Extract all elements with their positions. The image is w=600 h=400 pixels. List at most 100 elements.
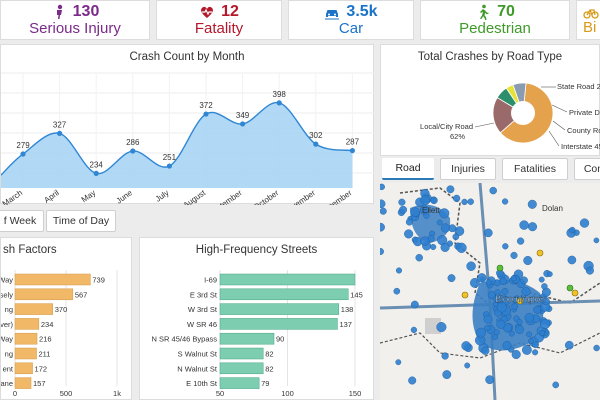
crash-dot (405, 218, 413, 226)
kpi-serious-injury[interactable]: 130 Serious Injury (0, 0, 150, 40)
bicycle-crash-dot (536, 249, 544, 257)
kpi-label: Car (338, 19, 364, 37)
crash-dot (395, 359, 402, 366)
tab-conditions[interactable]: Condit (574, 158, 600, 180)
crash-dot (461, 198, 468, 206)
crash-by-month-panel: Crash Count by Month 279 March 327 April 234… (0, 44, 375, 205)
map-place-label: Dolan (542, 204, 563, 213)
bar-value-label: 137 (339, 320, 352, 329)
crash-dot (579, 218, 590, 228)
bar (219, 332, 275, 345)
crash-factors-chart: 0 500 1k 739 Way 567 sely 370 ng 234 ver) 216 Way 211… (1, 270, 121, 398)
month-tick-label: October (252, 188, 281, 205)
crash-dot (436, 322, 447, 333)
data-point (57, 130, 63, 136)
day-of-week-button[interactable]: f Week (0, 210, 44, 232)
road-type-pie: State Road 2(Private D County Ro Interstat… (420, 82, 600, 151)
tab-road[interactable]: Road (382, 158, 434, 180)
bicycle-crash-dot (516, 297, 524, 305)
bar-category-label: ng (5, 350, 13, 359)
bar-category-label: E 3rd St (190, 290, 218, 299)
kpi-bicycle[interactable]: Bi (576, 0, 600, 40)
label-interstate: Interstate 45 (561, 142, 600, 151)
map-parcel (425, 318, 441, 334)
crash-dot (541, 283, 548, 290)
crash-dot (452, 194, 461, 203)
crash-dot (483, 314, 493, 324)
crash-dot (516, 237, 525, 245)
crash-by-month-chart: 279 March 327 April 234 May 286 June 251 July 372 A… (1, 72, 375, 205)
map-tab-bar: Road Injuries Fatalities Condit (382, 158, 600, 180)
crash-dot (423, 212, 430, 219)
bar-category-label: ane (1, 379, 13, 388)
crash-dot (380, 222, 385, 232)
crash-dot (547, 271, 553, 277)
crash-dot (499, 277, 507, 285)
bar (14, 303, 53, 315)
crash-dot (485, 279, 492, 286)
leader-line (551, 104, 568, 113)
crash-dot (501, 198, 509, 205)
bar-value-label: 211 (39, 350, 51, 359)
bicycle-crash-dot (461, 291, 469, 299)
crash-dot (380, 207, 387, 215)
crash-map[interactable]: Bloomington Ellett Dolan (380, 183, 600, 400)
crash-dot (467, 198, 474, 205)
tab-injuries[interactable]: Injuries (440, 158, 496, 180)
bar-category-label: W 3rd St (188, 305, 218, 314)
crash-dot (485, 375, 495, 385)
bar-value-label: 79 (261, 379, 269, 388)
crash-dot (508, 330, 515, 337)
crash-dot (527, 199, 537, 209)
crash-dot (410, 300, 419, 309)
data-label: 372 (199, 101, 213, 110)
crash-dot (502, 243, 509, 250)
crash-dot (454, 226, 465, 236)
month-tick-label: November (282, 188, 318, 205)
crash-dot (452, 233, 460, 241)
leader-line (474, 122, 495, 128)
crash-dot (481, 346, 490, 355)
crash-dot (380, 183, 385, 191)
x-tick-label: 1k (113, 389, 121, 398)
bar (14, 288, 74, 301)
kpi-value: 3.5k (346, 2, 378, 20)
bar (14, 318, 40, 330)
tab-fatalities[interactable]: Fatalities (502, 158, 568, 180)
bar-category-label: sely (1, 290, 13, 299)
bar-value-label: 138 (341, 305, 354, 314)
kpi-car[interactable]: 3.5k Car (288, 0, 414, 40)
crash-factors-title: sh Factors (3, 244, 57, 256)
bar-category-label: Way (1, 335, 13, 344)
crash-dot (430, 196, 438, 205)
data-point (203, 111, 209, 117)
pedestrian-crash-dot (496, 264, 504, 272)
kpi-pedestrian[interactable]: 70 Pedestrian (420, 0, 570, 40)
kpi-label: Bi (583, 19, 597, 37)
crash-dot (567, 255, 577, 265)
crash-dot (464, 362, 471, 369)
bar-category-label: W SR 46 (187, 320, 217, 329)
crash-dot (569, 226, 576, 234)
data-point (93, 170, 99, 176)
crash-dot (533, 305, 542, 314)
x-tick-label: 500 (60, 389, 73, 398)
kpi-fatality[interactable]: 12 Fatality (156, 0, 282, 40)
crash-dot (532, 341, 539, 349)
crash-dot (521, 344, 532, 355)
time-of-day-button[interactable]: Time of Day (46, 210, 116, 232)
crash-by-month-title: Crash Count by Month (129, 51, 245, 63)
data-label: 251 (163, 153, 177, 162)
crash-dot (593, 237, 600, 244)
crash-map-canvas[interactable]: Bloomington Ellett Dolan (380, 183, 600, 400)
area-fill (1, 102, 353, 188)
crash-dot (380, 247, 384, 256)
bar (219, 377, 260, 389)
data-label: 279 (16, 141, 30, 150)
bar-category-label: S Walnut St (178, 350, 218, 359)
label-state-road: State Road 2( (557, 82, 600, 91)
x-tick-label: 50 (216, 389, 224, 398)
crash-dot (532, 349, 539, 356)
crash-factors-panel: sh Factors 0 500 1k 739 Way 567 sely 370 ng 234 ve… (0, 237, 132, 400)
month-tick-label: December (318, 188, 354, 205)
